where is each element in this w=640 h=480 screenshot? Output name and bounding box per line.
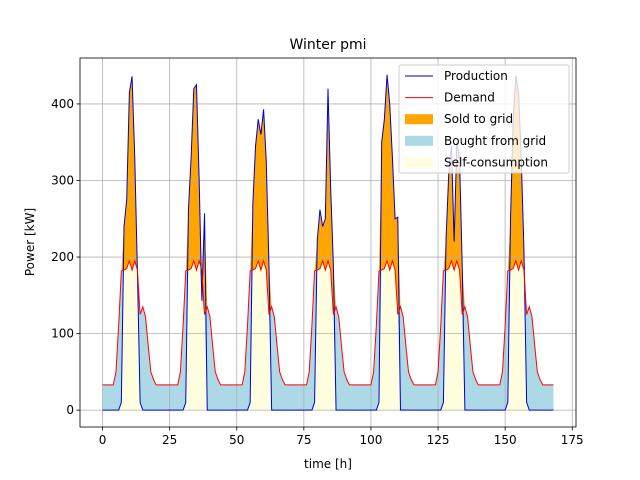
legend-label: Bought from grid [444, 134, 546, 148]
legend-patch [405, 157, 433, 168]
x-tick-label: 0 [99, 433, 107, 447]
chart-title: Winter pmi [289, 37, 366, 53]
y-tick-label: 400 [51, 97, 74, 111]
x-tick-label: 25 [162, 433, 177, 447]
x-tick-label: 175 [561, 433, 584, 447]
area-fill [102, 260, 554, 411]
line-series [102, 259, 554, 386]
legend-patch [405, 114, 433, 125]
legend-box [398, 64, 570, 174]
y-tick-label: 200 [51, 250, 74, 264]
y-tick-label: 0 [66, 403, 74, 417]
x-tick-label: 100 [359, 433, 382, 447]
y-axis-label: Power [kW] [23, 208, 37, 276]
y-tick-label: 100 [51, 327, 74, 341]
line-series [102, 74, 554, 411]
legend-patch [405, 135, 433, 146]
x-axis-label: time [h] [304, 457, 352, 471]
legend-label: Demand [444, 91, 495, 105]
legend-label: Self-consumption [444, 155, 548, 169]
x-tick-label: 50 [229, 433, 244, 447]
legend-label: Sold to grid [444, 112, 513, 126]
y-tick-label: 300 [51, 173, 74, 187]
area-fill [102, 74, 554, 385]
legend-label: Production [444, 69, 508, 83]
x-tick-label: 150 [494, 433, 517, 447]
x-tick-label: 75 [296, 433, 311, 447]
axes-frame [79, 57, 577, 428]
x-tick-label: 125 [427, 433, 450, 447]
